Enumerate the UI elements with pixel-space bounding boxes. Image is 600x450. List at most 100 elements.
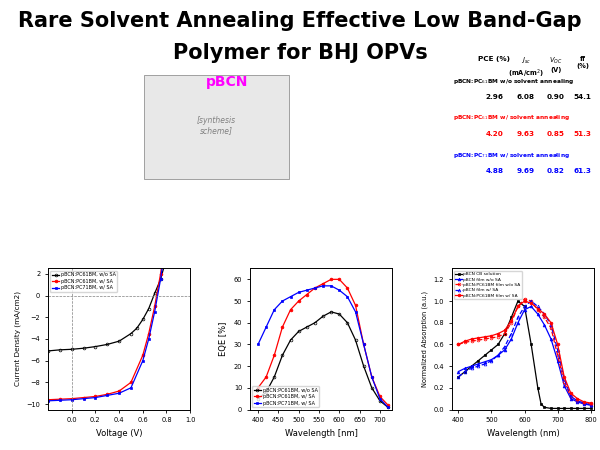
Line: pBCN:PC71BM, w/ SA: pBCN:PC71BM, w/ SA bbox=[257, 284, 389, 409]
pBCN:PC61BM, w/ SA bbox=[115, 388, 122, 394]
pBCN:PC61BM, w/ SA bbox=[127, 380, 134, 385]
pBCN:PC71BM, w/ SA bbox=[104, 393, 111, 398]
pBCN:PC61BM, w/o SA bbox=[68, 346, 75, 352]
pBCN CB solution bbox=[534, 385, 541, 391]
pBCN:PC71BM, w/ SA bbox=[311, 285, 319, 291]
pBCN:PC61BM, w/ SA bbox=[311, 285, 319, 291]
pBCN film w/ SA bbox=[521, 304, 528, 309]
pBCN film w/o SA bbox=[461, 365, 469, 371]
pBCN CB solution bbox=[461, 369, 469, 374]
pBCN:PC61BM film w/o SA bbox=[468, 338, 475, 344]
pBCN:PC61BM film w/ SA bbox=[501, 328, 508, 333]
pBCN:PC61BM, w/ SA bbox=[163, 228, 170, 233]
Line: pBCN film w/o SA: pBCN film w/o SA bbox=[457, 305, 592, 406]
pBCN:PC71BM, w/ SA bbox=[303, 288, 310, 293]
pBCN film w/o SA bbox=[475, 361, 482, 367]
pBCN:PC71BM, w/ SA bbox=[360, 342, 367, 347]
Y-axis label: Current Density (mA/cm2): Current Density (mA/cm2) bbox=[14, 292, 21, 387]
pBCN:PC61BM, w/ SA bbox=[271, 352, 278, 358]
pBCN:PC61BM, w/o SA bbox=[115, 338, 122, 344]
pBCN film w/ SA bbox=[541, 311, 548, 317]
pBCN:PC61BM, w/ SA bbox=[287, 307, 294, 312]
pBCN:PC71BM, w/ SA bbox=[157, 277, 164, 282]
Text: 9.69: 9.69 bbox=[517, 168, 535, 174]
pBCN film w/o SA bbox=[567, 396, 574, 401]
pBCN:PC71BM, w/ SA bbox=[92, 395, 99, 400]
pBCN:PC61BM, w/o SA bbox=[352, 338, 359, 343]
pBCN:PC61BM film w/o SA bbox=[534, 307, 541, 312]
pBCN:PC71BM, w/ SA bbox=[151, 309, 158, 315]
pBCN film w/ SA bbox=[475, 364, 482, 369]
pBCN:PC61BM film w/o SA bbox=[547, 325, 554, 331]
Text: 0.90: 0.90 bbox=[547, 94, 565, 100]
pBCN film w/ SA bbox=[534, 304, 541, 309]
pBCN:PC61BM, w/ SA bbox=[376, 394, 383, 399]
pBCN:PC61BM film w/ SA bbox=[541, 311, 548, 317]
pBCN:PC61BM, w/ SA bbox=[169, 174, 176, 179]
pBCN:PC61BM film w/ SA bbox=[475, 335, 482, 341]
X-axis label: Wavelength [nm]: Wavelength [nm] bbox=[284, 429, 358, 438]
Text: 2.96: 2.96 bbox=[485, 94, 503, 100]
pBCN CB solution bbox=[567, 406, 574, 411]
pBCN:PC61BM film w/o SA bbox=[527, 298, 535, 304]
pBCN film w/ SA bbox=[554, 347, 561, 352]
pBCN:PC61BM, w/ SA bbox=[279, 324, 286, 330]
pBCN:PC61BM, w/ SA bbox=[263, 374, 270, 380]
pBCN film w/ SA bbox=[494, 352, 502, 358]
pBCN:PC71BM, w/ SA bbox=[271, 307, 278, 312]
pBCN film w/ SA bbox=[560, 377, 568, 382]
pBCN:PC61BM, w/ SA bbox=[368, 374, 376, 380]
Legend: pBCN:PC61BM, w/o SA, pBCN:PC61BM, w/ SA, pBCN:PC71BM, w/ SA: pBCN:PC61BM, w/o SA, pBCN:PC61BM, w/ SA,… bbox=[253, 386, 319, 407]
pBCN film w/o SA bbox=[541, 322, 548, 328]
pBCN:PC71BM, w/ SA bbox=[328, 283, 335, 288]
Text: pBCN:PC$_{61}$BM w/o solvent annealing: pBCN:PC$_{61}$BM w/o solvent annealing bbox=[453, 77, 574, 86]
pBCN film w/ SA bbox=[567, 394, 574, 399]
Text: $J_{sc}$
(mA/cm$^2$): $J_{sc}$ (mA/cm$^2$) bbox=[508, 56, 544, 80]
Legend: pBCN CB solution, pBCN film w/o SA, pBCN:PC61BM film w/o SA, pBCN film w/ SA, pB: pBCN CB solution, pBCN film w/o SA, pBCN… bbox=[454, 271, 522, 299]
pBCN:PC61BM film w/o SA bbox=[580, 400, 587, 406]
pBCN:PC61BM, w/o SA bbox=[303, 324, 310, 330]
pBCN CB solution bbox=[481, 352, 488, 358]
pBCN:PC61BM film w/o SA bbox=[567, 394, 574, 399]
pBCN:PC61BM, w/ SA bbox=[92, 394, 99, 399]
pBCN:PC61BM film w/o SA bbox=[455, 342, 462, 347]
pBCN CB solution bbox=[475, 358, 482, 364]
pBCN:PC61BM, w/o SA bbox=[157, 277, 164, 282]
Text: Rare Solvent Annealing Effective Low Band-Gap: Rare Solvent Annealing Effective Low Ban… bbox=[18, 11, 582, 31]
pBCN:PC61BM film w/ SA bbox=[455, 342, 462, 347]
pBCN:PC61BM, w/o SA bbox=[376, 398, 383, 404]
pBCN film w/ SA bbox=[574, 398, 581, 404]
pBCN:PC61BM film w/ SA bbox=[574, 396, 581, 401]
pBCN:PC61BM film w/o SA bbox=[560, 380, 568, 385]
pBCN:PC61BM, w/o SA bbox=[360, 364, 367, 369]
pBCN:PC71BM, w/ SA bbox=[127, 385, 134, 391]
pBCN:PC61BM, w/o SA bbox=[279, 352, 286, 358]
pBCN:PC61BM, w/ SA bbox=[157, 271, 164, 277]
pBCN film w/o SA bbox=[574, 399, 581, 405]
pBCN:PC61BM, w/ SA bbox=[344, 285, 351, 291]
pBCN:PC61BM, w/o SA bbox=[139, 317, 146, 322]
pBCN:PC61BM, w/ SA bbox=[254, 385, 262, 391]
pBCN:PC61BM, w/ SA bbox=[104, 392, 111, 397]
pBCN film w/o SA bbox=[560, 383, 568, 388]
pBCN CB solution bbox=[527, 342, 535, 347]
Text: 0.85: 0.85 bbox=[547, 130, 565, 137]
pBCN:PC71BM, w/ SA bbox=[68, 397, 75, 402]
pBCN:PC61BM, w/o SA bbox=[311, 320, 319, 325]
pBCN:PC61BM, w/o SA bbox=[287, 338, 294, 343]
pBCN CB solution bbox=[508, 315, 515, 320]
pBCN film w/ SA bbox=[508, 331, 515, 336]
pBCN film w/o SA bbox=[521, 307, 528, 312]
pBCN CB solution bbox=[547, 406, 554, 411]
pBCN:PC61BM film w/ SA bbox=[461, 338, 469, 344]
pBCN:PC61BM, w/ SA bbox=[139, 352, 146, 358]
pBCN:PC61BM, w/o SA bbox=[295, 328, 302, 334]
pBCN:PC61BM, w/o SA bbox=[368, 385, 376, 391]
pBCN CB solution bbox=[560, 406, 568, 411]
pBCN:PC61BM film w/o SA bbox=[521, 296, 528, 302]
pBCN:PC61BM film w/o SA bbox=[514, 304, 521, 309]
pBCN film w/ SA bbox=[580, 400, 587, 406]
pBCN:PC71BM, w/ SA bbox=[139, 358, 146, 364]
pBCN:PC61BM film w/ SA bbox=[468, 336, 475, 342]
Text: 0.82: 0.82 bbox=[547, 168, 565, 174]
